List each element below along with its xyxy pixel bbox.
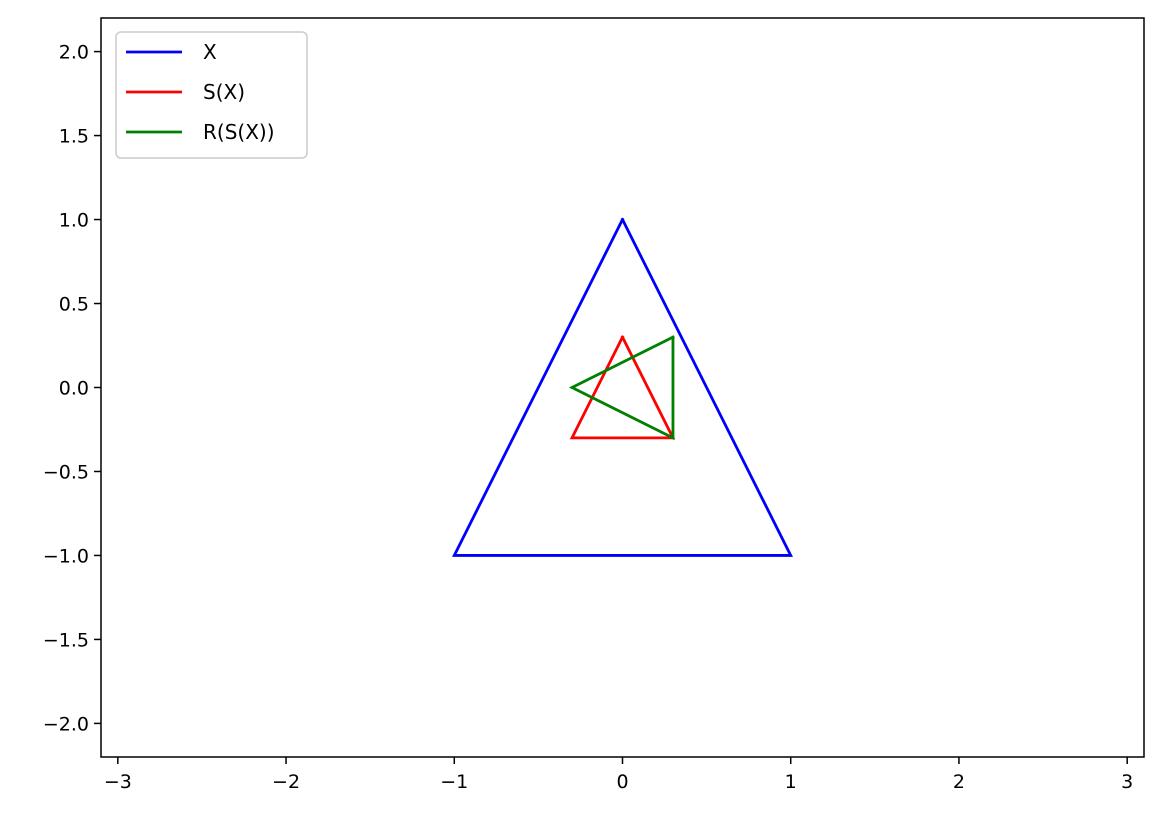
legend-label-2: R(S(X)) (203, 120, 275, 144)
y-tick-label-6: −1.0 (43, 545, 89, 567)
legend-label-0: X (203, 40, 217, 64)
y-tick-label-3: 0.5 (59, 294, 89, 316)
x-tick-label-0: −3 (104, 771, 132, 793)
y-tick-label-2: 1.0 (59, 210, 89, 232)
y-tick-label-5: −0.5 (43, 461, 89, 483)
legend-label-1: S(X) (203, 80, 245, 104)
series-line-0 (452, 217, 793, 557)
x-tick-label-5: 2 (953, 771, 965, 793)
x-tick-label-1: −2 (272, 771, 300, 793)
y-tick-label-7: −1.5 (43, 629, 89, 651)
y-tick-label-8: −2.0 (43, 713, 89, 735)
y-tick-label-1: 1.5 (59, 126, 89, 148)
x-axis: −3 −2 −1 0 1 2 3 (104, 757, 1133, 793)
x-tick-label-3: 0 (616, 771, 628, 793)
x-tick-label-6: 3 (1121, 771, 1133, 793)
legend: X S(X) R(S(X)) (115, 31, 308, 159)
y-axis: 2.0 1.5 1.0 0.5 0.0 −0.5 −1.0 −1.5 −2.0 (43, 42, 101, 735)
y-tick-label-0: 2.0 (59, 42, 89, 64)
series-line-2 (568, 335, 675, 441)
x-tick-label-2: −1 (440, 771, 468, 793)
legend-box (115, 31, 308, 159)
series-layer (452, 217, 793, 557)
series-line-1 (569, 335, 676, 440)
x-tick-label-4: 1 (785, 771, 797, 793)
y-tick-label-4: 0.0 (59, 378, 89, 400)
